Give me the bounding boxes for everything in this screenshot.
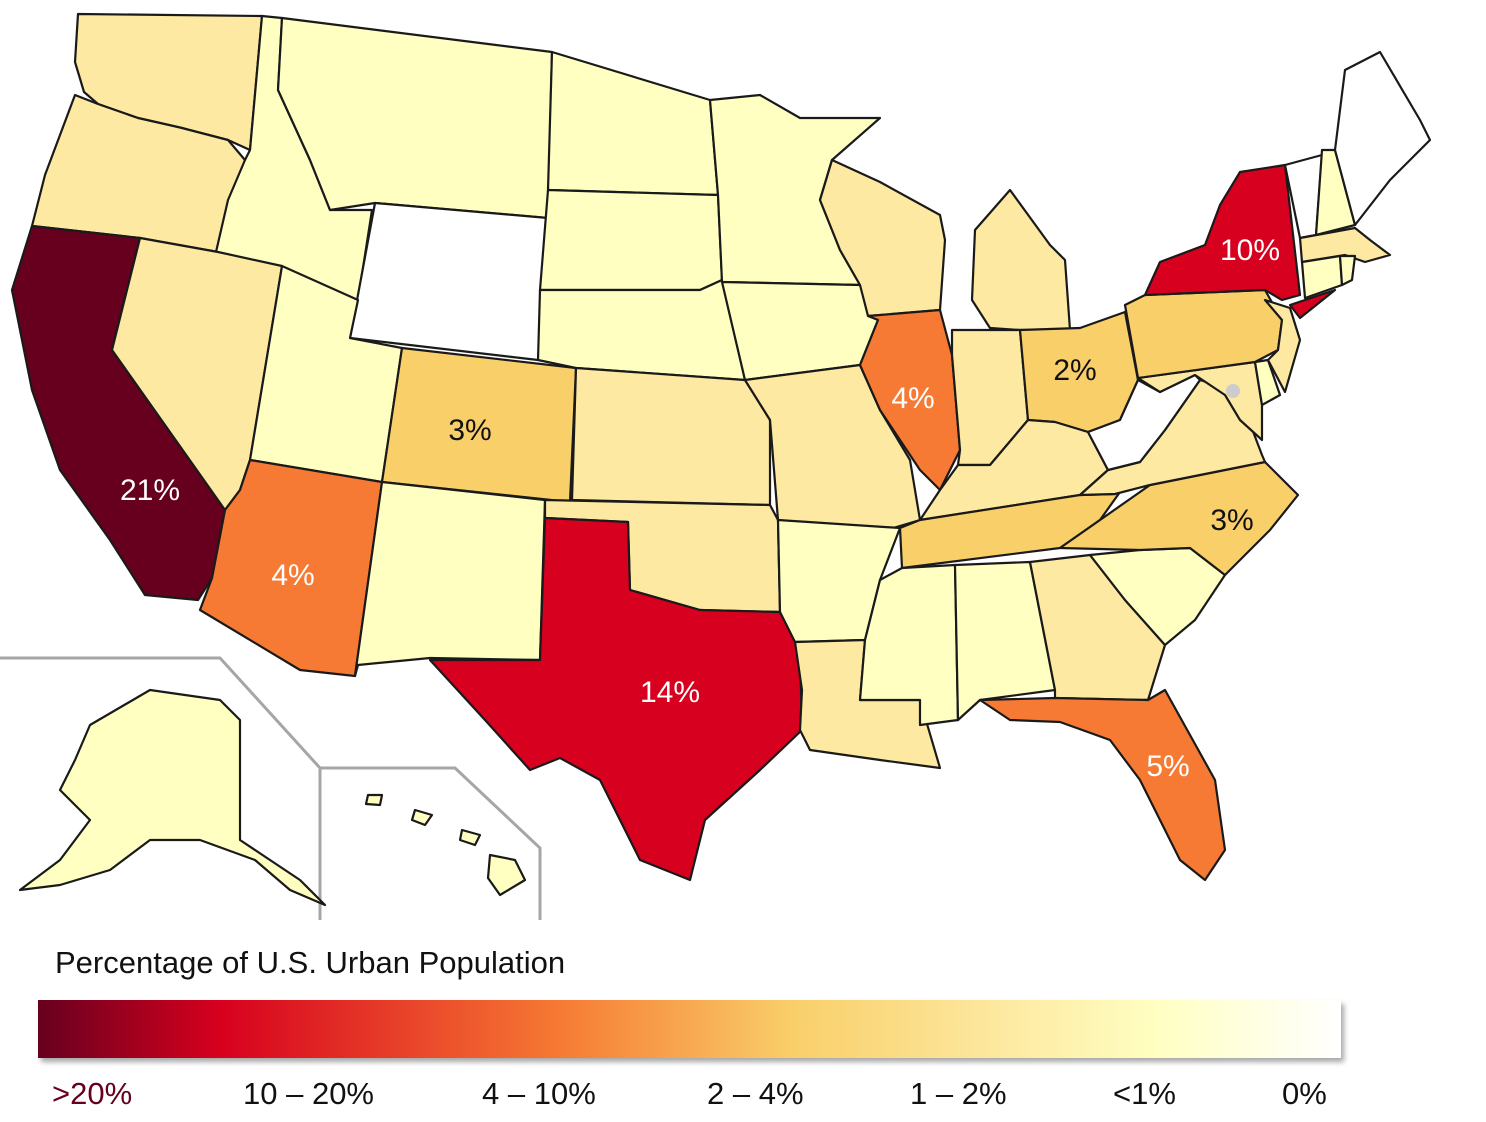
us-choropleth-map: 21% 14% 10% 5% 4% 4% 3% 3% 2% <box>0 12 1432 920</box>
state-connecticut <box>1300 254 1344 300</box>
legend-title: Percentage of U.S. Urban Population <box>55 945 566 980</box>
legend-tick-zero: 0% <box>1282 1076 1327 1111</box>
state-florida <box>978 688 1227 882</box>
legend-tick-10-20: 10 – 20% <box>243 1076 374 1111</box>
state-north-dakota <box>546 50 720 197</box>
state-alabama <box>953 560 1057 722</box>
state-nebraska <box>536 278 747 382</box>
legend-tick-lt1: <1% <box>1113 1076 1176 1111</box>
state-alaska <box>18 688 327 907</box>
state-new-mexico <box>353 480 547 678</box>
label-texas: 14% <box>640 676 700 709</box>
state-maine <box>1333 50 1432 227</box>
state-illinois <box>858 308 962 492</box>
state-hawaii-maui <box>458 828 482 847</box>
label-new-york: 10% <box>1220 234 1280 267</box>
state-delaware <box>1253 358 1282 407</box>
legend-tick-2-4: 2 – 4% <box>707 1076 804 1111</box>
label-arizona: 4% <box>271 559 314 592</box>
state-hawaii-kauai <box>364 793 384 807</box>
state-rhode-island <box>1338 254 1357 287</box>
legend-tick-gt20: >20% <box>52 1076 133 1111</box>
label-colorado: 3% <box>448 414 491 447</box>
inset-border-alaska <box>0 656 322 920</box>
state-kansas <box>570 366 772 507</box>
inset-border-hawaii <box>320 766 542 920</box>
state-north-carolina <box>1058 460 1300 577</box>
label-california: 21% <box>120 474 180 507</box>
label-ohio: 2% <box>1053 354 1096 387</box>
legend-tick-1-2: 1 – 2% <box>910 1076 1007 1111</box>
legend-tick-4-10: 4 – 10% <box>482 1076 596 1111</box>
state-south-dakota <box>538 188 724 292</box>
label-north-carolina: 3% <box>1210 504 1253 537</box>
label-illinois: 4% <box>891 382 934 415</box>
state-michigan <box>970 188 1072 332</box>
state-hawaii-oahu <box>410 808 434 827</box>
legend-color-scale <box>38 1000 1341 1058</box>
label-florida: 5% <box>1146 750 1189 783</box>
state-new-jersey <box>1263 298 1302 394</box>
state-hawaii-big-island <box>486 853 527 897</box>
state-new-york <box>1143 163 1302 302</box>
state-long-island <box>1288 288 1337 320</box>
state-wyoming <box>348 201 550 362</box>
state-texas <box>428 516 804 882</box>
dc-marker <box>1226 384 1240 398</box>
